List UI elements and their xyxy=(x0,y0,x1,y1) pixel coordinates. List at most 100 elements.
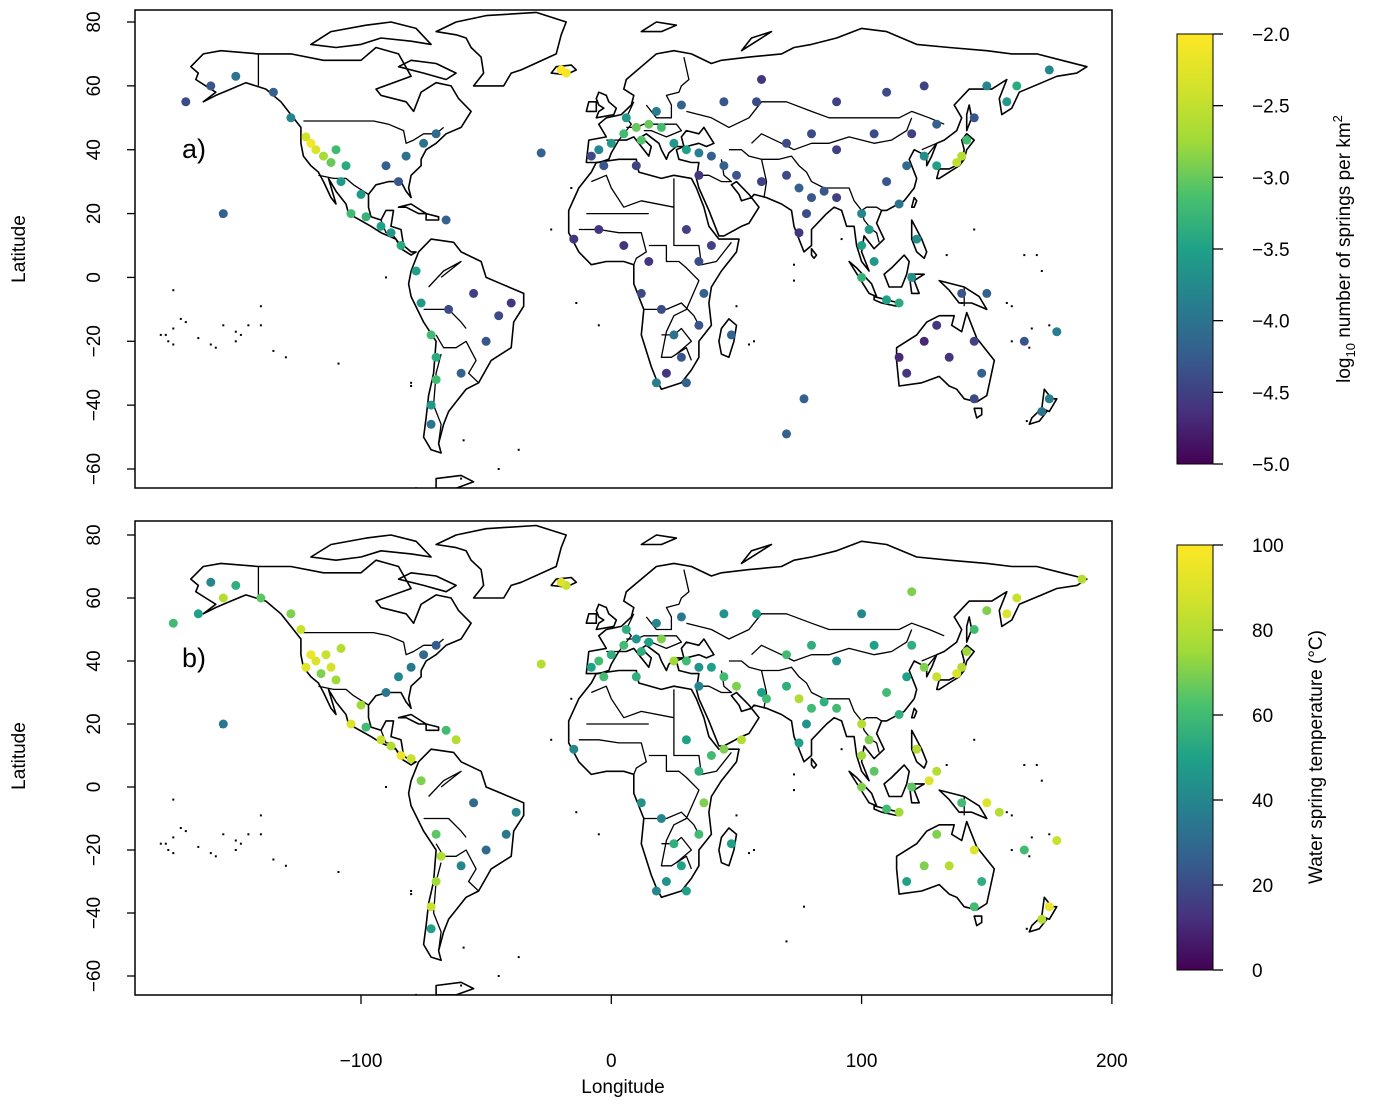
country-border xyxy=(626,123,683,138)
spring-point xyxy=(924,776,934,786)
coastline xyxy=(407,238,525,454)
spring-point xyxy=(857,719,867,729)
spring-point xyxy=(301,132,311,142)
spring-point xyxy=(919,662,929,672)
spring-point xyxy=(376,735,386,745)
y-tick-label: 0 xyxy=(84,782,105,793)
coastline xyxy=(965,616,973,643)
colorbar-gradient xyxy=(1176,544,1214,971)
island-mark xyxy=(945,254,948,257)
spring-point xyxy=(694,170,704,180)
spring-point xyxy=(832,97,842,107)
spring-point xyxy=(1052,836,1062,845)
country-border xyxy=(751,117,913,151)
spring-point xyxy=(919,336,929,346)
island-mark xyxy=(239,333,242,336)
island-mark xyxy=(1005,302,1008,304)
country-border xyxy=(701,159,733,183)
island-mark xyxy=(550,738,553,741)
spring-point xyxy=(1077,574,1087,584)
island-mark xyxy=(1048,833,1051,836)
spring-point xyxy=(651,378,661,388)
spring-point xyxy=(794,738,804,748)
country-border xyxy=(921,142,938,157)
spring-point xyxy=(977,877,987,886)
spring-point xyxy=(1012,81,1022,91)
spring-point xyxy=(416,776,426,786)
island-mark xyxy=(172,327,175,330)
island-mark xyxy=(753,849,755,851)
spring-point xyxy=(621,113,631,123)
spring-point xyxy=(857,609,867,619)
spring-point xyxy=(394,177,403,187)
spring-point xyxy=(807,640,816,650)
island-mark xyxy=(214,855,217,858)
spring-point xyxy=(869,257,879,266)
island-mark xyxy=(575,811,578,814)
spring-point xyxy=(782,170,791,180)
y-tick-label: −20 xyxy=(84,834,105,866)
spring-point xyxy=(594,145,604,155)
spring-point xyxy=(919,81,929,91)
island-mark xyxy=(1023,254,1026,257)
spring-point xyxy=(681,886,691,896)
spring-point xyxy=(426,419,436,429)
island-mark xyxy=(259,324,262,327)
spring-point xyxy=(231,71,241,81)
y-tick-label: −20 xyxy=(84,325,105,357)
spring-point xyxy=(694,829,704,839)
island-mark xyxy=(214,346,217,349)
spring-point xyxy=(651,886,661,896)
spring-point xyxy=(669,330,679,340)
country-border xyxy=(645,569,690,631)
spring-point xyxy=(331,675,341,685)
island-mark xyxy=(234,849,237,851)
plot-frame xyxy=(134,9,1113,489)
island-mark xyxy=(748,852,750,855)
spring-point xyxy=(431,352,441,362)
spring-point xyxy=(336,177,346,187)
spring-point xyxy=(621,625,631,634)
spring-point xyxy=(586,662,596,672)
spring-point xyxy=(619,129,629,139)
spring-point xyxy=(819,186,829,196)
spring-point xyxy=(396,241,406,250)
country-border xyxy=(428,260,462,288)
island-mark xyxy=(222,324,225,327)
island-mark xyxy=(1010,340,1013,343)
spring-point xyxy=(907,640,917,650)
spring-point xyxy=(193,609,203,619)
island-mark xyxy=(209,852,212,855)
spring-point xyxy=(456,861,466,871)
spring-point xyxy=(957,151,967,161)
spring-point xyxy=(857,751,867,760)
island-mark xyxy=(247,833,250,836)
country-border xyxy=(648,244,700,361)
island-mark xyxy=(284,864,287,867)
spring-point xyxy=(426,902,436,912)
spring-point xyxy=(636,135,646,145)
coastline xyxy=(397,59,457,81)
coastline xyxy=(895,311,996,403)
spring-point xyxy=(869,129,879,139)
spring-point xyxy=(511,807,521,817)
spring-point xyxy=(807,129,816,139)
spring-point xyxy=(969,336,979,346)
spring-point xyxy=(894,352,904,362)
island-mark xyxy=(1035,254,1038,257)
spring-point xyxy=(694,320,704,330)
coastline xyxy=(640,21,678,33)
spring-point xyxy=(857,241,867,250)
coastline xyxy=(310,21,432,49)
spring-point xyxy=(419,650,429,660)
y-tick-label: −40 xyxy=(84,389,105,421)
spring-point xyxy=(944,352,954,362)
island-mark xyxy=(1030,327,1033,330)
colorbar-tick-label: 0 xyxy=(1252,961,1263,982)
spring-point xyxy=(181,97,191,107)
spring-point xyxy=(346,719,356,729)
spring-point xyxy=(757,688,766,697)
colorbar-tick-label: −2.5 xyxy=(1252,97,1290,118)
spring-point xyxy=(306,138,316,148)
